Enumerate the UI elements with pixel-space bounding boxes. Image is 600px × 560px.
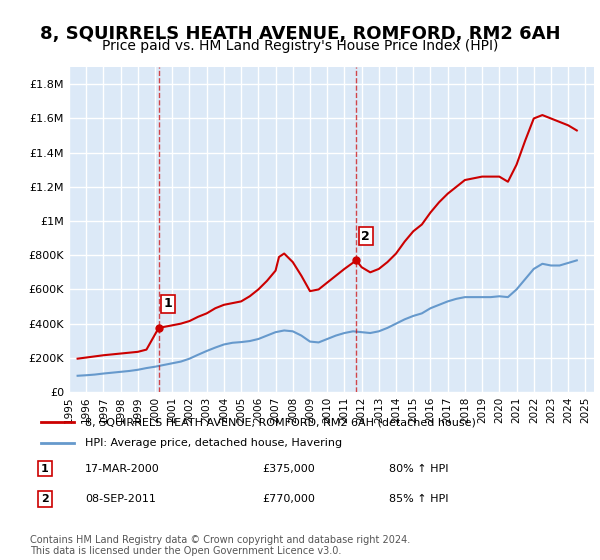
Text: 2: 2	[41, 494, 49, 504]
Text: 1: 1	[41, 464, 49, 474]
Text: 1: 1	[164, 297, 173, 310]
Text: 17-MAR-2000: 17-MAR-2000	[85, 464, 160, 474]
Text: HPI: Average price, detached house, Havering: HPI: Average price, detached house, Have…	[85, 438, 343, 448]
Text: 08-SEP-2011: 08-SEP-2011	[85, 494, 156, 504]
Text: 80% ↑ HPI: 80% ↑ HPI	[389, 464, 448, 474]
Text: 85% ↑ HPI: 85% ↑ HPI	[389, 494, 448, 504]
Text: 8, SQUIRRELS HEATH AVENUE, ROMFORD, RM2 6AH: 8, SQUIRRELS HEATH AVENUE, ROMFORD, RM2 …	[40, 25, 560, 43]
Text: Price paid vs. HM Land Registry's House Price Index (HPI): Price paid vs. HM Land Registry's House …	[102, 39, 498, 53]
Text: £770,000: £770,000	[262, 494, 315, 504]
Text: 8, SQUIRRELS HEATH AVENUE, ROMFORD, RM2 6AH (detached house): 8, SQUIRRELS HEATH AVENUE, ROMFORD, RM2 …	[85, 417, 476, 427]
Text: Contains HM Land Registry data © Crown copyright and database right 2024.
This d: Contains HM Land Registry data © Crown c…	[30, 535, 410, 557]
Text: £375,000: £375,000	[262, 464, 314, 474]
Text: 2: 2	[361, 230, 370, 243]
